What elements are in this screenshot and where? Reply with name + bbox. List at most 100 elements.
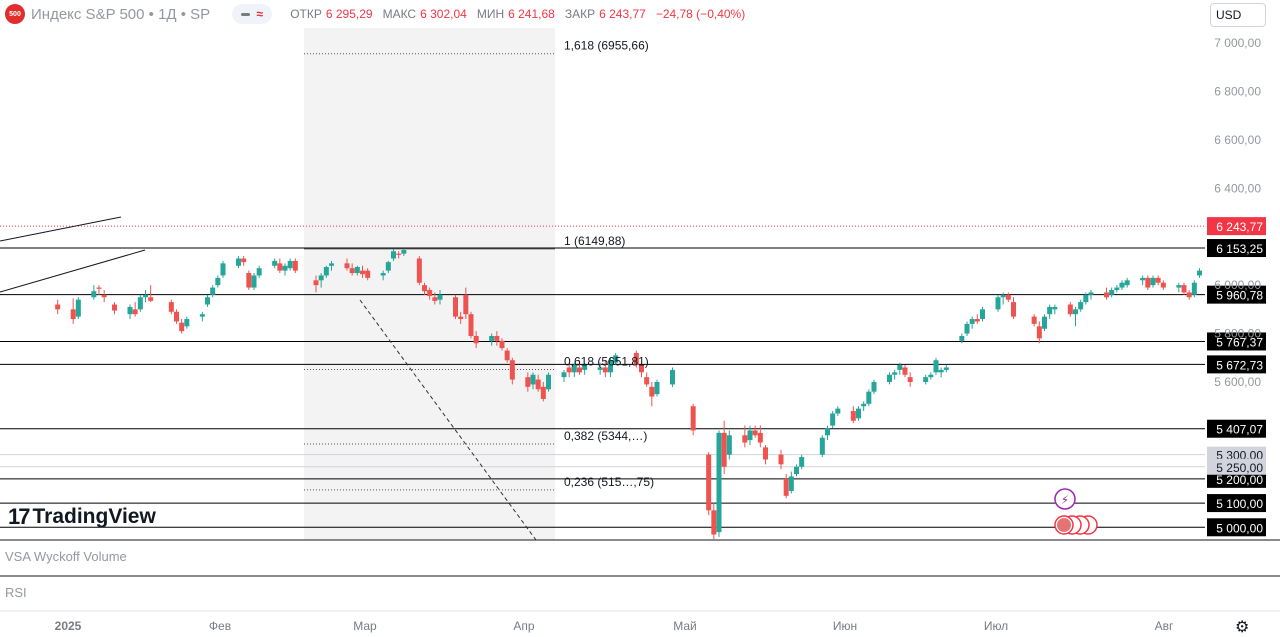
candle: [613, 352, 619, 366]
candle: [1067, 302, 1073, 317]
x-axis-label: Июн: [833, 619, 857, 633]
x-axis-label: Апр: [513, 619, 535, 633]
candle-body: [535, 379, 541, 390]
candle: [143, 289, 148, 303]
candle-body: [897, 365, 903, 370]
candle: [1150, 275, 1156, 288]
currency-selector[interactable]: USD: [1210, 3, 1266, 27]
candle-body: [1119, 282, 1125, 288]
candle: [1186, 289, 1192, 300]
candle-body: [143, 294, 148, 298]
candle-body: [1160, 282, 1166, 288]
candle-body: [1181, 285, 1187, 293]
candle: [360, 265, 365, 278]
close-label: ЗАКР: [564, 7, 596, 21]
level-label-bg: [1207, 419, 1266, 438]
ohlc-values: ОТКР 6 295,29 МАКС 6 302,04 МИН 6 241,68…: [290, 7, 745, 21]
tradingview-wordmark: TradingView: [32, 505, 156, 528]
candle: [540, 382, 546, 402]
level-price-label: 5 960,78: [1207, 285, 1266, 304]
candle-body: [974, 319, 980, 322]
candle: [277, 258, 283, 274]
candle: [974, 314, 980, 324]
candle-body: [716, 432, 722, 533]
lightning-icon: ⚡: [1061, 493, 1069, 507]
candle-body: [644, 377, 650, 385]
candle: [1078, 299, 1084, 312]
candle-body: [757, 432, 763, 443]
candle: [91, 285, 97, 300]
candle-body: [241, 258, 247, 263]
chart-type-toggle[interactable]: ≈: [232, 4, 273, 24]
candle: [763, 444, 768, 465]
candle-body: [561, 372, 567, 378]
indicator-label-rsi[interactable]: RSI: [5, 585, 27, 600]
candle-body: [1104, 292, 1109, 298]
candle-body: [199, 314, 205, 317]
candle: [571, 362, 577, 378]
candle-body: [432, 297, 438, 301]
level-label-bg: [1207, 494, 1266, 513]
candle-body: [256, 268, 262, 276]
candle: [928, 372, 934, 380]
tradingview-logo[interactable]: 17 TradingView: [8, 504, 156, 530]
candle-body: [174, 311, 179, 322]
candle-body: [571, 365, 577, 373]
y-axis-tick-label: 7 000,00: [1214, 36, 1261, 50]
candle: [256, 265, 262, 278]
candle: [690, 403, 696, 436]
candle: [530, 372, 536, 390]
candle-body: [101, 294, 107, 298]
candle-body: [1067, 304, 1073, 315]
candle-body: [437, 294, 443, 300]
candle: [1119, 280, 1125, 290]
y-axis-tick-label: 6 000,00: [1214, 278, 1261, 292]
settings-gear-icon[interactable]: ⚙: [1235, 619, 1250, 636]
level-price-label: 5 100,00: [1207, 494, 1266, 513]
candle: [892, 369, 898, 380]
candle-body: [1269, 222, 1274, 232]
candle-body: [1005, 294, 1011, 300]
candle: [1000, 292, 1006, 305]
candle-body: [633, 352, 639, 366]
candle: [101, 289, 107, 303]
level-label-bg: [1207, 355, 1266, 374]
candle: [1109, 287, 1115, 298]
candle-body: [112, 304, 117, 311]
candle: [1124, 277, 1130, 288]
level-price-label: 5 407,07: [1207, 419, 1266, 438]
candle-body: [184, 319, 190, 327]
candle-body: [566, 367, 572, 373]
candle-body: [850, 411, 856, 421]
candle-body: [670, 369, 675, 385]
x-axis-label: 2025: [55, 619, 82, 633]
indicator-label-vsa[interactable]: VSA Wyckoff Volume: [5, 549, 127, 564]
symbol-title[interactable]: Индекс S&P 500 • 1Д • SP: [31, 5, 211, 23]
candle-body: [360, 270, 365, 275]
candle: [1104, 287, 1109, 300]
y-axis-tick-label: 6 400,00: [1214, 181, 1261, 195]
candle-body: [690, 406, 696, 431]
y-axis-tick-label: 6 800,00: [1214, 84, 1261, 98]
candle-body: [602, 367, 608, 373]
y-axis-tick-label: 5 800,00: [1214, 327, 1261, 341]
candle-body: [251, 275, 257, 288]
candle-body: [933, 360, 939, 373]
high-label: МАКС: [382, 7, 417, 21]
candle-body: [799, 457, 805, 467]
candle-body: [1150, 277, 1156, 286]
candle-body: [329, 263, 334, 266]
candle-body: [995, 297, 1001, 310]
candle: [788, 471, 794, 494]
candle-body: [1031, 316, 1037, 324]
candle: [329, 260, 334, 271]
candle-body: [1176, 285, 1182, 288]
candle-body: [1145, 277, 1151, 288]
candle-body: [649, 386, 655, 397]
candle: [385, 260, 391, 274]
candle: [825, 425, 830, 441]
level-price-label: 5 672,73: [1207, 355, 1266, 374]
candle: [489, 333, 495, 346]
candle: [1176, 282, 1182, 293]
